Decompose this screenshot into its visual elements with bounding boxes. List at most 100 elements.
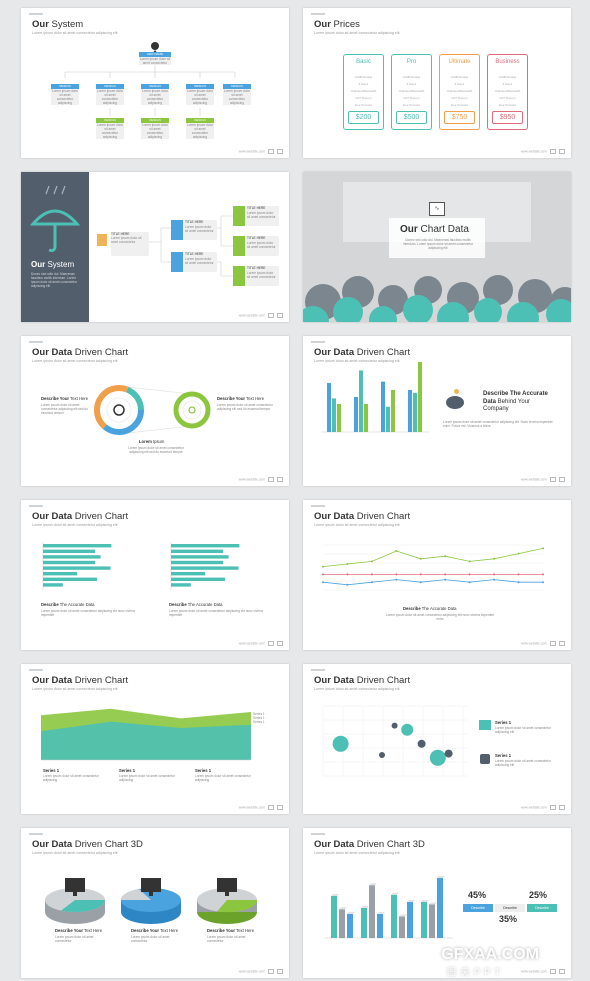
price-card-business[interactable]: Business 10GB Storage 5 Users Unlimited … [487, 54, 528, 130]
heading-line-3: Company [483, 406, 509, 412]
flow-node-6: TITLE HERE Lorem ipsum dolor sit amet con… [233, 266, 279, 286]
bar-3d-chart [325, 876, 453, 939]
plan-name: Business [495, 59, 520, 65]
plan-feature: 24/7 Support [451, 96, 468, 100]
slide-driven-chart-3d-bars[interactable]: Our Data Driven Chart 3D Lorem ipsum dol… [303, 828, 571, 978]
slide-our-system-org[interactable]: Our System Lorem ipsum dolor sit amet co… [21, 8, 289, 158]
plan-price-button[interactable]: $750 [444, 111, 475, 124]
slide-our-prices[interactable]: Our Prices Lorem ipsum dolor sit amet co… [303, 8, 571, 158]
series-desc: Lorem ipsum dolor sit amet consectetur a… [195, 774, 251, 782]
slide-footer: www.website.com [521, 149, 565, 154]
series-line [322, 548, 544, 567]
area-legend: Series 1 Series 1 Series 1 [253, 712, 265, 724]
level2-text: Lorem ipsum dolor sit amet consectetur a… [223, 89, 251, 105]
series-line [322, 579, 543, 586]
point [395, 573, 398, 576]
plan-price-button[interactable]: $950 [492, 111, 523, 124]
node-text: Lorem ipsum dolor sit amet consectetur [247, 211, 276, 219]
bar [171, 583, 191, 587]
slide-title: Our Data Driven Chart [32, 511, 129, 522]
bar [407, 902, 413, 938]
slide-driven-chart-lines[interactable]: Our Data Driven Chart Lorem ipsum dolor … [303, 500, 571, 650]
flow-node-3: TITLE HERE Lorem ipsum dolor sit amet con… [171, 252, 217, 272]
cover-text: Donec sed odio dui. Maecenas faucibus mo… [403, 238, 473, 250]
level3-label: DESIGN [186, 118, 214, 123]
price-card-ultimate[interactable]: Ultimate 10GB Storage 5 Users Unlimited … [439, 54, 480, 130]
level2-label: DESIGN [223, 84, 251, 89]
bar [171, 544, 240, 548]
piggy-icon [446, 396, 464, 409]
pie-3d-group [45, 878, 258, 924]
bar [171, 566, 239, 570]
describe-btn-2[interactable]: Describe [495, 904, 525, 912]
slide-driven-chart-area[interactable]: Our Data Driven Chart Lorem ipsum dolor … [21, 664, 289, 814]
pie-desc-1: Lorem ipsum dolor sit amet consectetur [55, 935, 94, 943]
scatter-chart [322, 705, 468, 777]
slide-top-bar [311, 669, 325, 671]
bar [43, 555, 101, 559]
pie-caption-1: Describe Your Text Here [55, 928, 103, 933]
slide-top-bar [29, 13, 43, 15]
point [395, 550, 398, 552]
slide-driven-chart-bars[interactable]: Our Data Driven Chart Lorem ipsum dolor … [303, 336, 571, 486]
bar-top [347, 912, 355, 914]
bar [386, 406, 390, 432]
plan-price-button[interactable]: $200 [348, 111, 379, 124]
level2-text: Lorem ipsum dolor sit amet consectetur a… [96, 89, 124, 105]
bar [391, 894, 397, 938]
caption-desc: Lorem ipsum dolor sit amet consectetur a… [385, 613, 495, 621]
legend-series-2: Series 1 [495, 753, 512, 758]
slide-our-system-flow[interactable]: Our System Donec sed odio dui. Maecenas … [21, 172, 289, 322]
node-label: TITLE HERE [247, 266, 266, 270]
point [542, 573, 544, 576]
slide-footer: www.website.com [239, 477, 283, 482]
slide-subtitle: Lorem ipsum dolor sit amet consectetur a… [32, 851, 118, 855]
plan-feature: 5 Users [406, 82, 417, 86]
side-desc: Lorem ipsum dolor sit amet consectetur a… [443, 420, 553, 428]
slide-driven-chart-3d-pies[interactable]: Our Data Driven Chart 3D Lorem ipsum dol… [21, 828, 289, 978]
point [346, 573, 349, 576]
level3-box: DESIGN Lorem ipsum dolor sit amet consect… [96, 118, 124, 139]
point [419, 581, 422, 584]
plan-feature: 5 Users [358, 82, 369, 86]
coin-icon [454, 389, 459, 394]
plan-feature: 10GB Storage [402, 75, 421, 79]
slide-driven-chart-scatter[interactable]: Our Data Driven Chart Lorem ipsum dolor … [303, 664, 571, 814]
bar [43, 572, 78, 576]
slide-top-bar [311, 13, 325, 15]
point [493, 578, 496, 581]
caption-left-desc: Lorem ipsum dolor sit amet consectetur a… [41, 609, 136, 617]
point [370, 581, 373, 584]
series-caption: Series 1 [195, 768, 212, 773]
slide-driven-chart-hbars[interactable]: Our Data Driven Chart Lorem ipsum dolor … [21, 500, 289, 650]
slide-footer: www.website.com [521, 641, 565, 646]
slide-subtitle: Lorem ipsum dolor sit amet consectetur a… [32, 31, 118, 35]
plan-name: Basic [356, 59, 371, 65]
point [468, 573, 471, 576]
bar [171, 572, 206, 576]
level2-box: DESIGN Lorem ipsum dolor sit amet consect… [223, 84, 251, 105]
center-heading: Lorem Ipsum [139, 439, 165, 444]
bar [171, 577, 225, 581]
slide-chart-data-cover[interactable]: ∿ Our Chart Data Donec sed odio dui. Mae… [303, 172, 571, 322]
plan-name: Ultimate [448, 59, 471, 65]
bar-top [437, 876, 445, 878]
price-card-pro[interactable]: Pro 10GB Storage 5 Users Unlimited Bandw… [391, 54, 432, 130]
describe-btn-3[interactable]: Describe [527, 904, 557, 912]
level2-label: DESIGN [96, 84, 124, 89]
price-card-basic[interactable]: Basic 10GB Storage 5 Users Unlimited Ban… [343, 54, 384, 130]
bar [377, 914, 383, 938]
slide-driven-chart-circles[interactable]: Our Data Driven Chart Lorem ipsum dolor … [21, 336, 289, 486]
slide-title: Our Data Driven Chart 3D [314, 839, 425, 850]
line-chart [322, 544, 544, 591]
slide-title: Our Data Driven Chart 3D [32, 839, 143, 850]
level2-box: DESIGN Lorem ipsum dolor sit amet consect… [186, 84, 214, 105]
plan-price-button[interactable]: $500 [396, 111, 427, 124]
describe-btn-1[interactable]: Describe [463, 904, 493, 912]
bubble [401, 723, 414, 736]
area-series [41, 721, 251, 760]
bar [429, 904, 435, 938]
circle-diagram [94, 385, 211, 435]
series-caption: Series 1 [119, 768, 136, 773]
bar [327, 383, 331, 432]
